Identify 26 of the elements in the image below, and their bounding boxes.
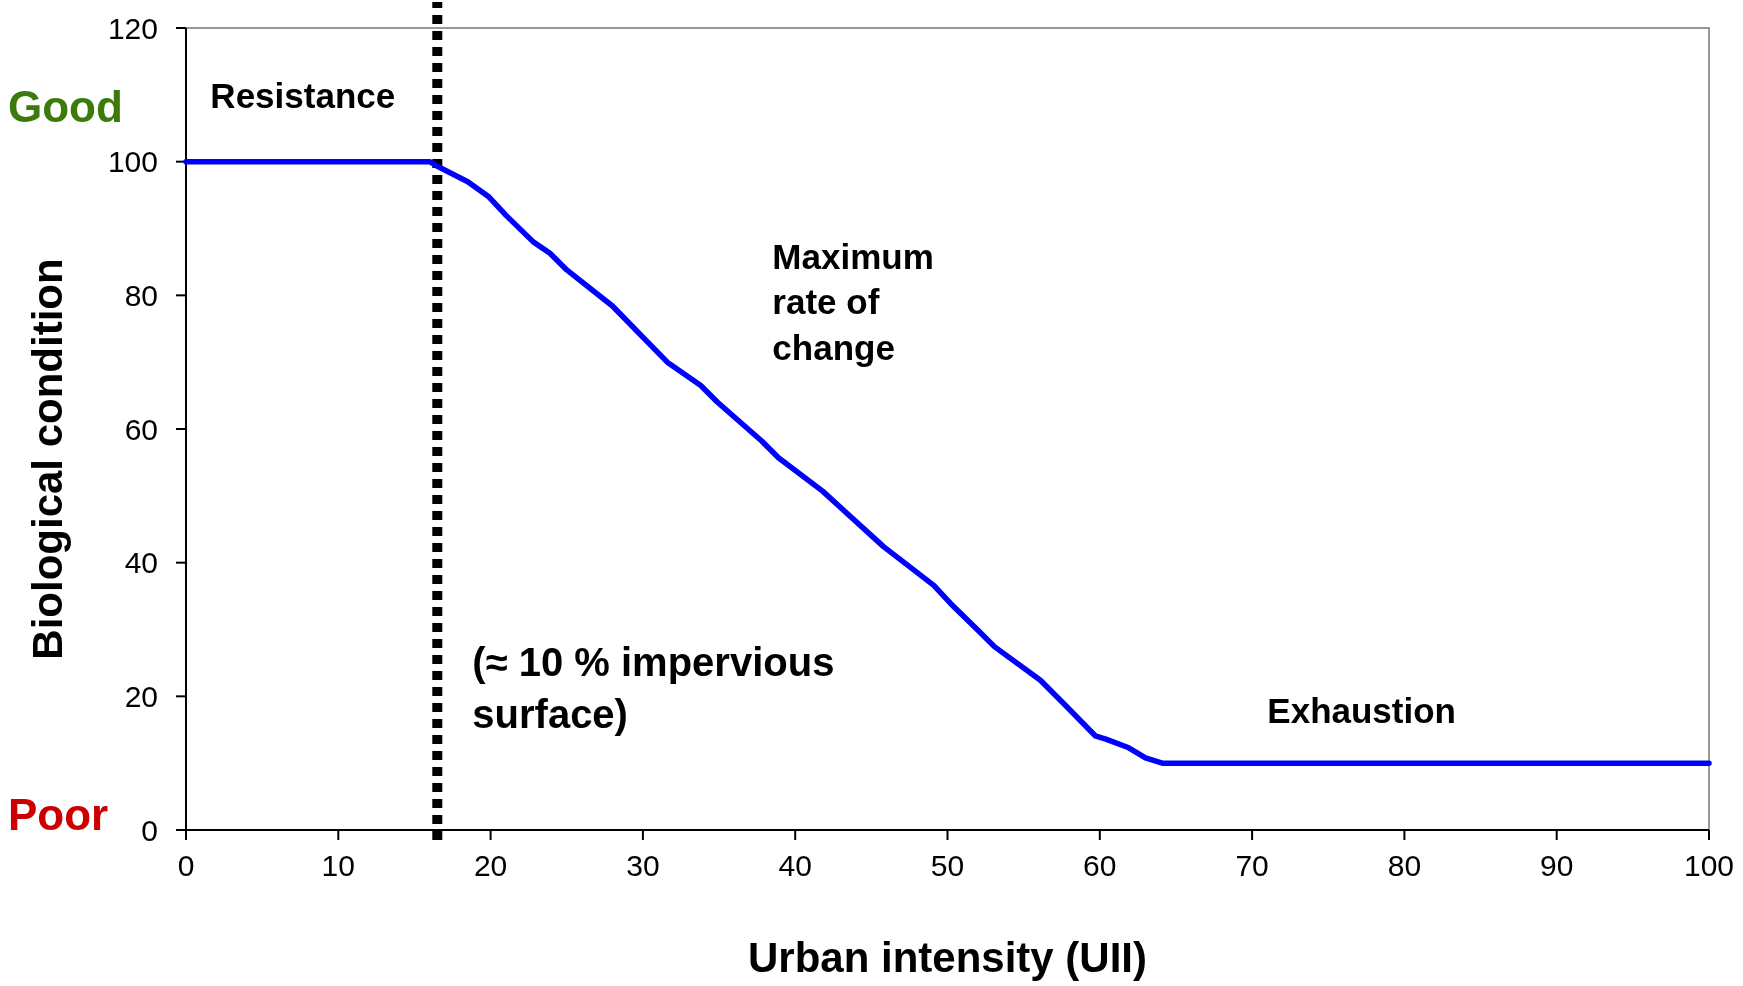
x-tick-label: 100: [1683, 849, 1735, 882]
y-tick-label: 80: [124, 278, 158, 312]
x-tick-label: 30: [626, 849, 660, 882]
x-axis-title: Urban intensity (UII): [747, 934, 1148, 981]
x-tick-label: 70: [1235, 849, 1269, 882]
y-tick-label: 100: [107, 145, 158, 179]
x-tick-label: 80: [1387, 849, 1422, 882]
x-tick-label: 90: [1540, 849, 1574, 882]
x-tick-label: 10: [321, 849, 355, 882]
y-tick-label: 20: [124, 679, 158, 713]
y-tick-label: 60: [124, 412, 158, 446]
x-tick-label: 40: [778, 849, 812, 882]
y-tick-label: 40: [124, 546, 158, 580]
y-tick-label: 120: [107, 11, 158, 45]
x-tick-label: 0: [177, 849, 195, 882]
text: Good: [8, 81, 123, 131]
x-tick-label: 60: [1083, 849, 1117, 882]
annotation: Exhaustion: [1267, 691, 1456, 731]
y-tick-label: 0: [141, 813, 158, 847]
x-tick-label: 50: [930, 849, 965, 882]
annotation: (≈ 10 % impervious surface): [472, 640, 835, 737]
annotation: Resistance: [210, 76, 396, 116]
x-tick-label: 20: [473, 849, 508, 882]
y-axis-title: Biological condition: [24, 258, 71, 660]
text: Poor: [8, 790, 109, 839]
annotation: Maximum rate of change: [772, 236, 934, 367]
